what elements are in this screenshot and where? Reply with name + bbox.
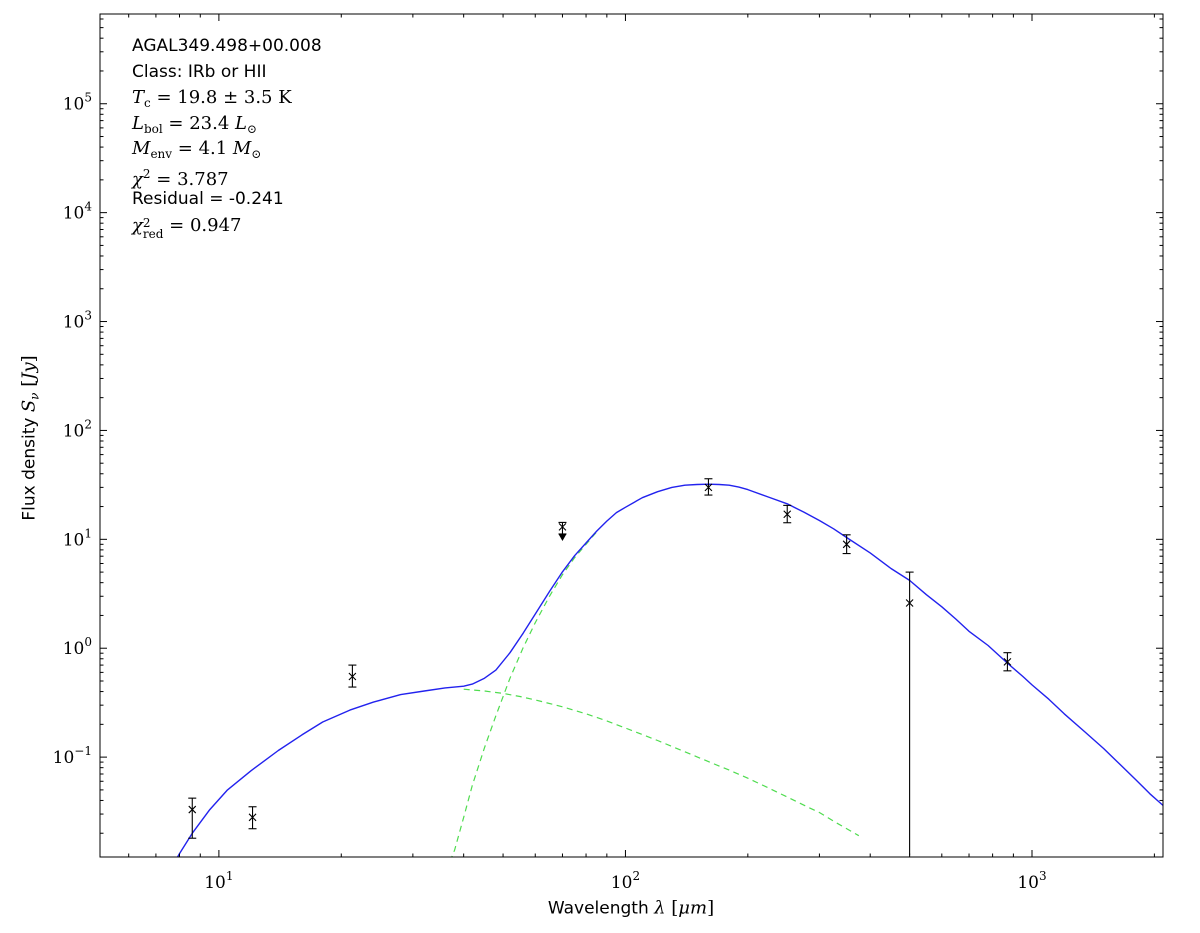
text-segment: ⊙ [246,121,258,136]
x-marker [348,672,357,681]
text-segment: Jy [18,362,40,380]
text-segment: Flux density [19,412,40,521]
x-tick-label: 103 [1017,869,1046,893]
annotation-line-4: Lbol = 23.4 L⊙ [132,111,322,137]
text-segment: T [132,87,145,108]
cold-component-curve [451,531,598,857]
x-marker [558,523,567,531]
text-segment: env [150,147,173,161]
x-marker [905,599,914,607]
text-segment: = 4.1 [172,138,233,159]
x-marker [1003,657,1012,666]
text-segment: χ [132,168,143,190]
text-segment: [ [665,897,679,919]
x-marker [248,813,257,822]
x-marker [842,540,851,549]
text-segment: = 3.787 [150,168,229,190]
text-segment: Residual = -0.241 [132,189,284,209]
y-axis-label: Flux density Sν [Jy] [19,355,42,520]
text-segment: = 19.8 ± 3.5 K [150,87,292,108]
y-tick-label: 104 [63,200,93,224]
x-tick-label: 102 [611,869,640,893]
x-marker [704,483,713,492]
data-point [905,571,914,856]
text-segment: S [18,399,40,413]
y-tick-label: 100 [63,635,92,659]
x-marker [783,510,792,519]
text-segment: m [690,897,708,919]
annotation-line-6: χ2 = 3.787 [132,162,322,190]
y-tick-label: 102 [63,417,92,441]
annotation-block: AGAL349.498+00.008 Class: IRb or HII Tc = … [132,34,322,241]
text-segment: ⊙ [251,147,262,161]
text-segment: ] [707,897,715,919]
data-point [842,534,851,555]
upper-limit-arrow [558,534,567,541]
annotation-line-8: χ 2 red = 0.947 [132,213,322,241]
text-segment: M [232,138,252,159]
x-marker [188,805,197,814]
text-segment: χ [132,214,143,236]
total-model-curve [176,483,1163,857]
text-segment: L [132,112,144,134]
text-segment: Wavelength [547,898,655,919]
data-point [1003,652,1012,672]
text-segment: AGAL349.498+00.008 [132,36,322,56]
data-point [188,797,197,839]
text-segment: L [235,112,247,134]
text-segment: [ [18,379,40,393]
text-segment: Class: IRb or HII [132,61,267,82]
y-tick-label: 105 [63,91,92,115]
data-point [704,478,713,496]
text-segment: M [132,138,151,159]
data-point [783,504,792,524]
y-tick-label: 101 [63,526,92,550]
x-tick-label: 101 [204,869,233,893]
annotation-line-7: Residual = -0.241 [132,187,322,213]
y-tick-label: 10−1 [53,744,92,768]
text-segment: 2 red [142,216,164,241]
data-point [558,521,567,541]
text-segment: c [144,96,151,110]
data-point [348,664,357,688]
text-segment: ] [18,355,40,363]
x-axis-label: Wavelength λ [μm] [548,898,714,919]
annotation-line-2: Class: IRb or HII [132,60,322,86]
text-segment: ν [27,392,42,400]
text-segment: = 23.4 [162,112,236,134]
text-segment: bol [143,121,163,136]
annotation-line-3: Tc = 19.8 ± 3.5 K [132,85,322,111]
text-segment: = 0.947 [163,214,242,236]
warm-component-curve [463,688,860,837]
text-segment: 2 [142,166,151,181]
annotation-line-1: AGAL349.498+00.008 [132,34,322,60]
data-point [248,806,257,830]
annotation-line-5: Menv = 4.1 M⊙ [132,136,322,162]
text-segment: λ [654,897,666,919]
y-tick-label: 103 [63,309,92,333]
text-segment: μ [678,897,691,919]
